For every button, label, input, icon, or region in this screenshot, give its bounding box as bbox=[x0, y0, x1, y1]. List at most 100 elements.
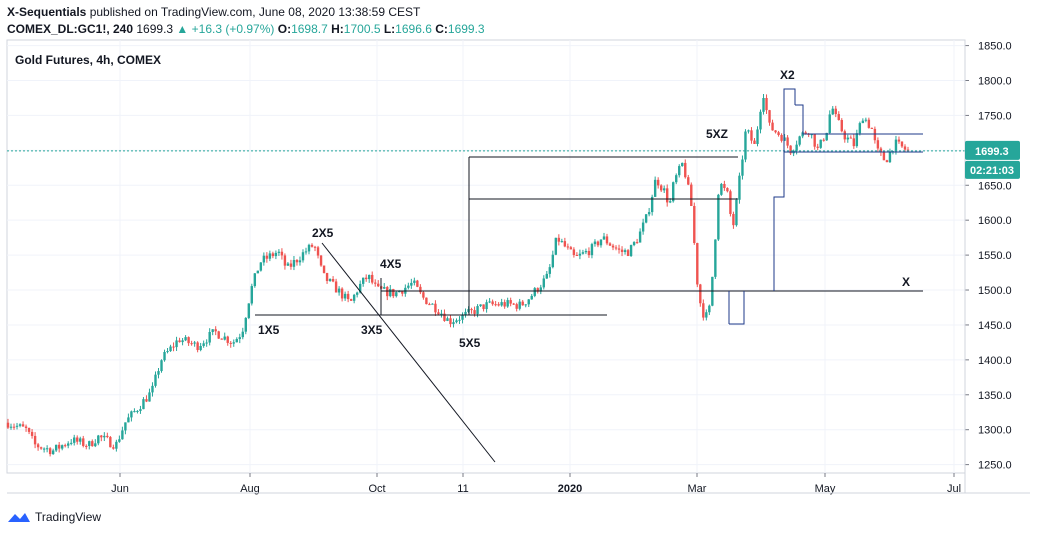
candle-body bbox=[774, 130, 777, 133]
candle-body bbox=[202, 343, 205, 346]
close-label: C: bbox=[435, 22, 448, 36]
candle-body bbox=[208, 331, 211, 343]
candle-body bbox=[383, 287, 386, 289]
candle-body bbox=[867, 119, 871, 128]
candle-body bbox=[732, 213, 735, 226]
candle-body bbox=[747, 130, 750, 132]
candle-body bbox=[590, 244, 594, 256]
candle-body bbox=[849, 137, 853, 139]
candle-body bbox=[410, 282, 413, 286]
candle-body bbox=[759, 111, 762, 130]
candle-body bbox=[656, 179, 660, 186]
candle-body bbox=[106, 435, 109, 438]
candle-body bbox=[542, 278, 545, 288]
x-tick-label: 2020 bbox=[558, 483, 582, 495]
candle-body bbox=[130, 411, 133, 418]
candle-body bbox=[229, 342, 232, 344]
candle-body bbox=[337, 288, 341, 293]
candle-body bbox=[193, 342, 196, 344]
candle-body bbox=[690, 184, 693, 206]
candle-body bbox=[485, 302, 488, 310]
candle-body bbox=[304, 251, 308, 253]
y-tick-label: 1650.0 bbox=[978, 180, 1012, 192]
x-tick-label: Aug bbox=[240, 483, 260, 495]
candle-body bbox=[422, 292, 425, 298]
candle-body bbox=[494, 304, 497, 306]
candle-body bbox=[139, 409, 142, 411]
high-label: H: bbox=[331, 22, 344, 36]
change-value: +16.3 (+0.97%) bbox=[191, 22, 275, 36]
candle-body bbox=[416, 280, 419, 287]
candle-body bbox=[259, 262, 263, 271]
candle-body bbox=[446, 318, 449, 321]
candle-body bbox=[67, 443, 70, 446]
candle-body bbox=[500, 302, 503, 306]
candle-body bbox=[521, 301, 524, 306]
x-tick-label: Jun bbox=[111, 483, 129, 495]
candle-body bbox=[678, 166, 681, 176]
candle-body bbox=[768, 110, 771, 123]
x-tick-label: Mar bbox=[688, 483, 707, 495]
candle-body bbox=[813, 134, 816, 147]
candle-body bbox=[346, 293, 350, 300]
candle-body bbox=[479, 304, 482, 307]
candle-body bbox=[262, 255, 266, 263]
tradingview-footer[interactable]: TradingView bbox=[7, 510, 101, 524]
candle-body bbox=[169, 346, 172, 352]
candle-body bbox=[587, 250, 591, 256]
candle-body bbox=[470, 309, 473, 311]
candle-body bbox=[235, 339, 238, 343]
candle-body bbox=[834, 108, 837, 115]
candle-body bbox=[322, 265, 326, 273]
candle-body bbox=[894, 139, 898, 152]
candle-body bbox=[563, 241, 567, 247]
annotation-2x5: 2X5 bbox=[312, 226, 334, 240]
candle-body bbox=[855, 133, 859, 147]
candle-body bbox=[94, 443, 97, 447]
candle-body bbox=[870, 127, 874, 129]
candle-body bbox=[539, 287, 542, 292]
candle-body bbox=[160, 360, 163, 372]
candle-body bbox=[524, 304, 527, 306]
price-tag-label: 1699.3 bbox=[975, 146, 1009, 158]
publisher-name[interactable]: X-Sequentials bbox=[7, 5, 87, 19]
candle-body bbox=[331, 279, 335, 282]
candle-body bbox=[738, 175, 741, 200]
candle-body bbox=[789, 145, 792, 154]
candle-body bbox=[804, 132, 807, 134]
candle-body bbox=[741, 159, 744, 176]
candle-body bbox=[644, 214, 648, 223]
candle-body bbox=[554, 237, 558, 255]
candle-body bbox=[271, 253, 275, 257]
annotation-1x5: 1X5 bbox=[258, 323, 280, 337]
tradingview-logo-icon bbox=[8, 513, 30, 522]
candle-body bbox=[280, 251, 284, 256]
candle-body bbox=[614, 247, 618, 249]
candle-body bbox=[897, 139, 901, 142]
candle-body bbox=[136, 410, 139, 412]
candle-body bbox=[76, 437, 79, 442]
candle-body bbox=[641, 222, 645, 232]
candle-body bbox=[455, 320, 458, 323]
candle-body bbox=[476, 306, 479, 314]
candle-body bbox=[154, 374, 157, 386]
candle-body bbox=[593, 241, 597, 245]
candle-body bbox=[292, 259, 296, 267]
candle-body bbox=[662, 188, 666, 191]
candle-body bbox=[626, 250, 630, 256]
candle-body bbox=[220, 338, 223, 340]
candle-body bbox=[756, 129, 759, 144]
candle-body bbox=[9, 426, 13, 428]
candle-body bbox=[617, 248, 621, 250]
candle-body bbox=[771, 122, 774, 131]
y-tick-label: 1500.0 bbox=[978, 285, 1012, 297]
symbol-name: COMEX_DL:GC1!, 240 bbox=[7, 22, 134, 36]
chart-title: Gold Futures, 4h, COMEX bbox=[15, 53, 161, 67]
candle-body bbox=[196, 342, 199, 351]
candle-body bbox=[352, 294, 356, 301]
candle-body bbox=[241, 331, 244, 338]
x-tick-label: Oct bbox=[368, 483, 385, 495]
candle-body bbox=[518, 301, 521, 309]
annotation-x: X bbox=[902, 275, 910, 289]
